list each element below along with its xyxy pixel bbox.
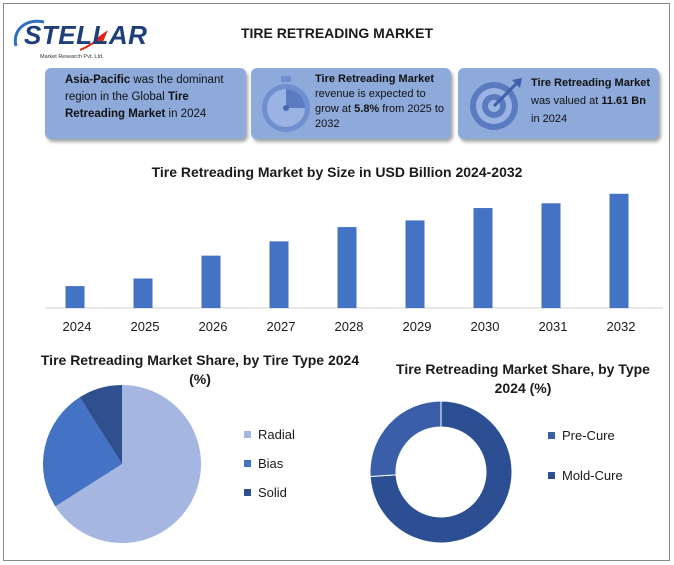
info-card-region: Asia-Pacific was the dominant region in … [45, 68, 246, 139]
x-tick-label: 2032 [607, 319, 636, 334]
stellar-logo: STELLAR Market Research Pvt. Ltd. [10, 16, 147, 64]
target-icon [470, 78, 522, 130]
card2-bold2: 5.8% [354, 103, 380, 115]
bar-2028 [337, 227, 357, 308]
card3-bold2: 11.61 Bn [601, 95, 646, 107]
card3-text: Tire Retreading Market was valued at 11.… [531, 74, 657, 128]
legend-label-mold-cure: Mold-Cure [562, 467, 623, 483]
card3-text2: in 2024 [531, 113, 568, 125]
donut-chart-title: Tire Retreading Market Share, by Type 20… [396, 361, 650, 396]
legend-swatch-solid [244, 488, 251, 496]
info-card-growth: Tire Retreading Market revenue is expect… [251, 68, 451, 139]
legend-item-mold-cure: Mold-Cure [548, 466, 623, 484]
bar-2024 [65, 286, 85, 308]
card1-bold1: Asia-Pacific [65, 74, 131, 86]
logo-subtext: Market Research Pvt. Ltd. [40, 54, 104, 60]
legend-label-radial: Radial [258, 426, 295, 442]
donut-slice-pre-cure [369, 400, 442, 477]
bar-2029 [405, 220, 425, 308]
bar-2031 [541, 203, 561, 308]
x-tick-label: 2029 [403, 319, 432, 334]
pie-slice-radial [55, 385, 202, 543]
x-tick-label: 2026 [199, 319, 228, 334]
bar-2026 [201, 255, 221, 308]
logo-text: STELLAR [24, 20, 148, 50]
legend-label-solid: Solid [258, 484, 287, 500]
bar-2027 [269, 241, 289, 308]
donut-slice-mold-cure [369, 400, 513, 544]
card1-text1: was the dominant region in the Global [65, 74, 224, 103]
x-tick-label: 2024 [63, 319, 92, 334]
x-tick-label: 2031 [539, 319, 568, 334]
card3-text1: was valued at [531, 95, 602, 107]
legend-item-radial: Radial [244, 425, 295, 443]
page-frame [3, 3, 670, 561]
x-tick-label: 2028 [335, 319, 364, 334]
x-tick-label: 2030 [471, 319, 500, 334]
legend-item-pre-cure: Pre-Cure [548, 426, 623, 444]
logo-swoosh-icon [13, 19, 108, 51]
page-title: TIRE RETREADING MARKET [240, 25, 434, 41]
legend-swatch-pre-cure [548, 431, 555, 439]
x-tick-label: 2025 [131, 319, 160, 334]
bar-chart-title: Tire Retreading Market by Size in USD Bi… [151, 164, 523, 180]
legend-swatch-radial [244, 430, 251, 438]
pie-chart-title: Tire Retreading Market Share, by Tire Ty… [40, 352, 360, 387]
card2-bold1: Tire Retreading Market [315, 73, 435, 85]
info-card-value: Tire Retreading Market was valued at 11.… [458, 68, 659, 139]
pie-slice-bias [42, 397, 122, 507]
bar-2032 [609, 193, 629, 308]
pie-slice-solid [79, 385, 122, 464]
bar-2030 [473, 208, 493, 308]
legend-swatch-bias [244, 459, 251, 467]
donut-legend: Pre-Cure Mold-Cure [548, 426, 623, 506]
bar-2025 [133, 278, 153, 308]
card3-bold1: Tire Retreading Market [531, 77, 651, 89]
pie-legend: Radial Bias Solid [244, 425, 295, 512]
legend-item-bias: Bias [244, 454, 295, 472]
card2-text1: revenue is expected to grow at [315, 88, 426, 115]
legend-label-bias: Bias [258, 455, 284, 471]
card1-bold2: Tire Retreading Market [65, 91, 189, 120]
legend-item-solid: Solid [244, 483, 295, 501]
legend-label-pre-cure: Pre-Cure [562, 427, 615, 443]
card2-text: Tire Retreading Market revenue is expect… [315, 72, 449, 132]
stopwatch-icon [262, 76, 310, 132]
legend-swatch-mold-cure [548, 471, 555, 479]
card2-text2: from 2025 to 2032 [315, 103, 445, 130]
x-tick-label: 2027 [267, 319, 296, 334]
bar-chart: 2024 2025 2026 2027 2028 2029 2030 2031 2032 [45, 193, 663, 334]
pie-chart [42, 385, 202, 543]
donut-chart [369, 400, 513, 544]
card1-text2: in 2024 [165, 108, 207, 120]
